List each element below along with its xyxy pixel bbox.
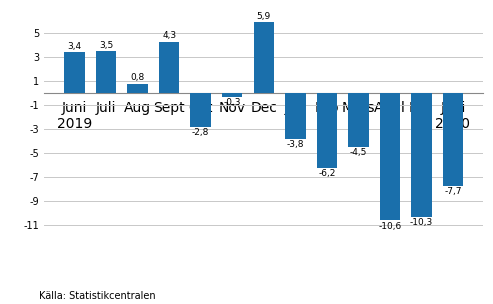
Bar — [96, 51, 116, 93]
Text: 0,8: 0,8 — [131, 73, 145, 82]
Bar — [190, 93, 211, 127]
Bar — [127, 84, 148, 93]
Bar — [443, 93, 463, 185]
Text: -3,8: -3,8 — [286, 140, 304, 149]
Text: Källa: Statistikcentralen: Källa: Statistikcentralen — [39, 291, 156, 301]
Text: -10,3: -10,3 — [410, 218, 433, 227]
Text: -7,7: -7,7 — [444, 187, 462, 196]
Text: 3,5: 3,5 — [99, 41, 113, 50]
Bar — [317, 93, 337, 168]
Bar — [159, 42, 179, 93]
Text: -10,6: -10,6 — [378, 222, 401, 230]
Text: -4,5: -4,5 — [350, 148, 367, 157]
Bar — [380, 93, 400, 220]
Text: -0,3: -0,3 — [223, 98, 241, 107]
Text: -2,8: -2,8 — [192, 128, 210, 137]
Text: -6,2: -6,2 — [318, 169, 336, 178]
Bar — [285, 93, 306, 139]
Text: 3,4: 3,4 — [68, 42, 82, 51]
Bar — [64, 52, 85, 93]
Bar — [253, 22, 274, 93]
Text: 5,9: 5,9 — [257, 12, 271, 21]
Bar — [222, 93, 243, 97]
Text: 4,3: 4,3 — [162, 31, 176, 40]
Bar — [411, 93, 432, 217]
Bar — [348, 93, 369, 147]
